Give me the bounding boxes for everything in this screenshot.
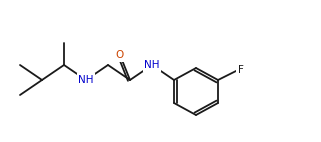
Text: NH: NH: [78, 75, 94, 85]
Text: O: O: [116, 50, 124, 60]
Text: NH: NH: [144, 60, 160, 70]
Text: F: F: [238, 65, 244, 75]
